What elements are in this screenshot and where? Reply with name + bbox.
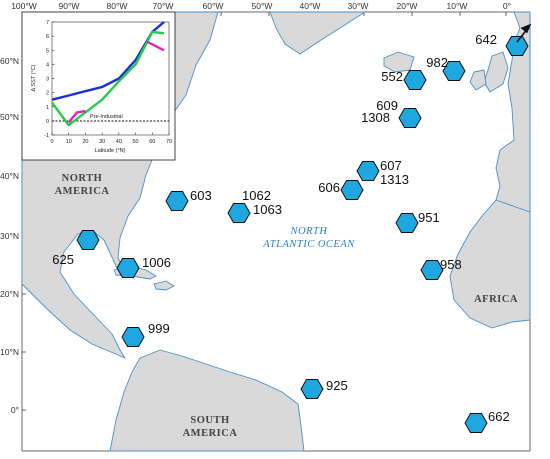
inset-y-tick-label: 5 [46, 48, 49, 54]
north-east-arrow-icon [516, 23, 532, 43]
inset-x-ticks: 0 10 20 30 40 50 60 70 [50, 132, 172, 145]
region-labels: NORTH AMERICA SOUTH AMERICA AFRICA NORTH… [55, 173, 518, 439]
lon-label-90w: 90°W [59, 1, 80, 11]
site-label-1308: 1308 [361, 110, 390, 125]
site-marker-606 [340, 180, 364, 200]
site-label-951: 951 [418, 210, 440, 225]
inset-y-tick-label: 1 [46, 105, 49, 111]
longitude-labels: 100°W 90°W 80°W 70°W 60°W 50°W 40°W 30°W… [11, 1, 511, 11]
lon-label-70w: 70°W [153, 1, 174, 11]
inset-y-tick-label: 6 [46, 34, 49, 40]
site-marker-625 [76, 230, 100, 250]
site-label-662: 662 [488, 409, 510, 424]
site-label-1062: 1062 [242, 188, 271, 203]
lon-label-50w: 50°W [252, 1, 273, 11]
inset-y-tick-label: 7 [46, 20, 49, 26]
south-america-landmass [109, 349, 305, 452]
site-label-982: 982 [426, 55, 448, 70]
ocean-label-line2: ATLANTIC OCEAN [262, 239, 355, 250]
site-label-1006: 1006 [142, 255, 171, 270]
site-marker-1062 [227, 203, 251, 223]
site-marker-603 [165, 191, 189, 211]
lat-label-0: 0° [11, 405, 19, 415]
site-marker-552 [403, 70, 427, 90]
lat-label-10n: 10°N [0, 347, 19, 357]
site-label-925: 925 [326, 378, 348, 393]
lon-label-10w: 10°W [447, 1, 468, 11]
inset-x-tick-label: 40 [116, 139, 122, 145]
inset-x-tick-label: 10 [66, 139, 72, 145]
site-label-603: 603 [190, 188, 212, 203]
lon-label-60w: 60°W [203, 1, 224, 11]
site-marker-925 [300, 379, 324, 399]
lon-label-0: 0° [503, 1, 511, 11]
site-marker-999 [121, 327, 145, 347]
inset-y-ticks: -1 0 1 2 3 4 5 6 7 [44, 20, 55, 139]
site-marker-982 [442, 61, 466, 81]
lat-label-20n: 20°N [0, 289, 19, 299]
site-label-999: 999 [148, 321, 170, 336]
lat-label-40n: 40°N [0, 171, 19, 181]
africa-label: AFRICA [474, 294, 518, 305]
site-label-607: 607 [380, 158, 402, 173]
site-label-609: 609 [376, 98, 398, 113]
inset-y-tick-label: 3 [46, 77, 49, 83]
inset-x-axis-label: Latitude (°N) [95, 148, 126, 154]
inset-x-tick-label: 50 [133, 139, 139, 145]
lon-label-30w: 30°W [348, 1, 369, 11]
site-marker-642 [505, 36, 529, 56]
hispaniola-landmass [153, 280, 175, 291]
site-marker-951 [395, 213, 419, 233]
site-label-552: 552 [381, 69, 403, 84]
lat-label-50n: 50°N [0, 112, 19, 122]
pre-industrial-label: Pre-Industrial [90, 114, 123, 120]
site-label-1063: 1063 [253, 202, 282, 217]
inset-x-tick-label: 30 [99, 139, 105, 145]
ireland-landmass [469, 69, 487, 91]
inset-series-line-3 [146, 40, 165, 52]
inset-y-axis-label: Δ SST (°C) [31, 64, 37, 91]
inset-series-line-2 [67, 109, 86, 124]
ocean-label-line1: NORTH [290, 226, 329, 237]
site-label-642: 642 [475, 32, 497, 47]
inset-x-tick-label: 20 [82, 139, 88, 145]
lon-label-100w: 100°W [11, 1, 37, 11]
site-marker-1006 [116, 258, 140, 278]
lon-label-20w: 20°W [397, 1, 418, 11]
south-america-label-line1: SOUTH [190, 415, 229, 426]
site-marker-958 [420, 260, 444, 280]
site-label-1313: 1313 [380, 172, 409, 187]
inset-x-tick-label: 70 [166, 139, 172, 145]
south-america-label-line2: AMERICA [183, 428, 238, 439]
inset-series-line-1 [51, 30, 165, 127]
greenland-landmass [269, 11, 366, 55]
inset-y-tick-label: 2 [46, 91, 49, 97]
site-label-625: 625 [52, 252, 74, 267]
site-marker-609 [398, 108, 422, 128]
inset-x-tick-label: 0 [50, 139, 53, 145]
north-america-label-line2: AMERICA [55, 186, 110, 197]
inset-series [51, 21, 165, 127]
inset-y-tick-label: -1 [44, 133, 49, 139]
lon-label-80w: 80°W [107, 1, 128, 11]
latitude-labels: 60°N 50°N 40°N 30°N 20°N 10°N 0° [0, 56, 19, 415]
site-marker-662 [464, 413, 488, 433]
inset-y-tick-label: 4 [46, 62, 49, 68]
lat-label-30n: 30°N [0, 231, 19, 241]
site-marker-607 [356, 161, 380, 181]
site-label-958: 958 [440, 257, 462, 272]
north-america-label-line1: NORTH [62, 173, 103, 184]
site-label-606: 606 [318, 180, 340, 195]
africa-landmass [449, 199, 531, 329]
british-isles-landmass [483, 51, 509, 93]
inset-y-tick-label: 0 [46, 119, 49, 125]
lon-label-40w: 40°W [300, 1, 321, 11]
inset-x-tick-label: 60 [149, 139, 155, 145]
lat-label-60n: 60°N [0, 56, 19, 66]
